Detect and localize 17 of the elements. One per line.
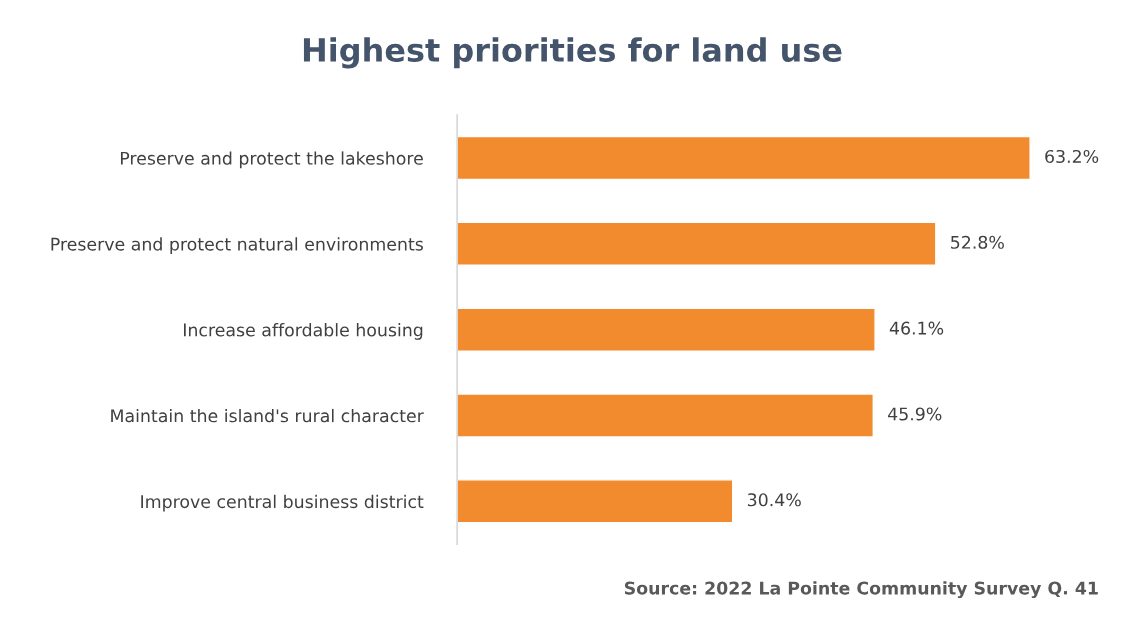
bar bbox=[457, 307, 876, 352]
data-label: 45.9% bbox=[888, 407, 942, 421]
y-tick-label: Maintain the island's rural character bbox=[111, 408, 424, 423]
data-label: 30.4% bbox=[747, 493, 801, 507]
bar bbox=[457, 135, 1031, 181]
y-tick-label: Increase affordable housing bbox=[184, 323, 423, 340]
y-tick-label: Improve central business district bbox=[141, 494, 424, 512]
data-label: 63.2% bbox=[1045, 149, 1099, 164]
chart-title: Highest priorities for land use bbox=[303, 37, 842, 69]
y-tick-label: Preserve and protect natural environments bbox=[51, 237, 423, 255]
bar bbox=[457, 479, 734, 524]
data-label: 46.1% bbox=[889, 321, 944, 335]
bar bbox=[457, 221, 937, 266]
source-note: Source: 2022 La Pointe Community Survey Q. 41 bbox=[624, 581, 1098, 599]
bar bbox=[457, 393, 874, 438]
y-tick-label: Preserve and protect the lakeshore bbox=[120, 151, 423, 169]
data-label: 52.8% bbox=[951, 235, 1004, 249]
